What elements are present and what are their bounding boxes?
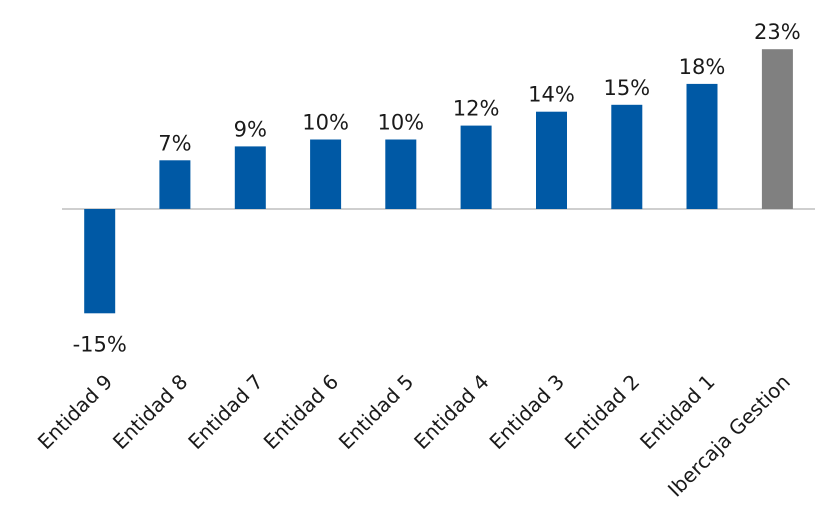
category-label-0: Entidad 9 [33,370,117,454]
bars-group [84,49,793,314]
data-label-5: 12% [453,97,500,121]
bar-9 [761,49,793,210]
data-label-7: 15% [603,76,650,100]
data-label-1: 7% [158,131,191,155]
data-label-8: 18% [679,55,726,79]
data-label-6: 14% [528,83,575,107]
category-label-5: Entidad 4 [409,370,493,454]
bar-5 [460,125,492,209]
bar-2 [234,146,266,209]
data-label-9: 23% [754,20,801,44]
category-label-6: Entidad 3 [485,370,569,454]
bar-0 [84,209,116,314]
bar-4 [385,139,417,209]
bar-3 [310,139,342,209]
category-label-7: Entidad 2 [560,370,644,454]
data-labels-group: -15% 7% 9% 10% 10% 12% 14% 15% 18% 23% [73,20,801,356]
data-label-0: -15% [73,332,127,356]
data-label-4: 10% [377,111,424,135]
category-label-2: Entidad 7 [183,370,267,454]
category-label-4: Entidad 5 [334,370,418,454]
bar-1 [159,160,191,209]
data-label-2: 9% [234,117,267,141]
category-label-3: Entidad 6 [259,370,343,454]
bar-6 [536,111,567,209]
data-label-3: 10% [302,111,349,135]
category-label-1: Entidad 8 [108,370,192,454]
bar-7 [611,104,643,210]
bar-8 [686,83,718,209]
